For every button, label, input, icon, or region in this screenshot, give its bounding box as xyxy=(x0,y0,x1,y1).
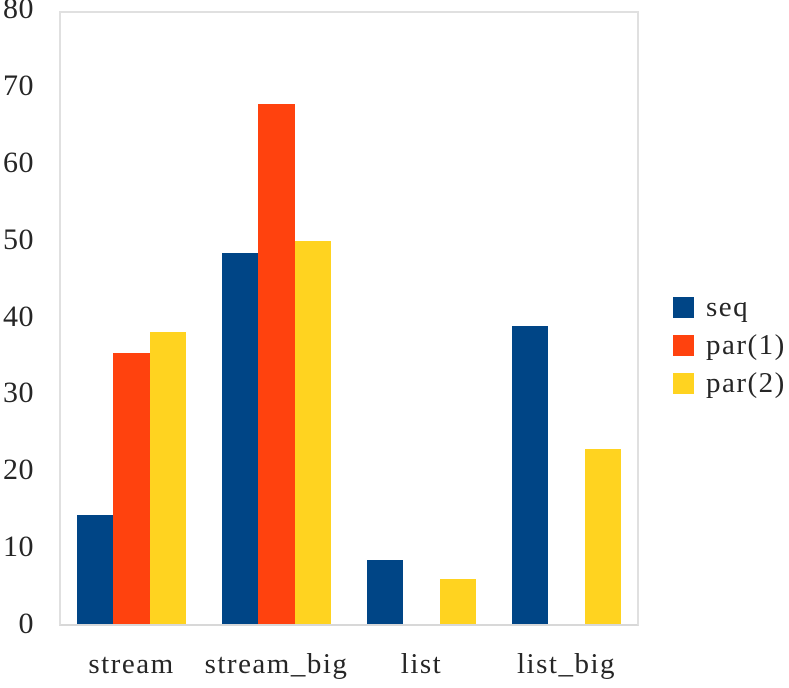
y-tick-label-0: 0 xyxy=(18,607,34,640)
legend-label-par(2): par(2) xyxy=(706,367,786,399)
legend-label-par(1): par(1) xyxy=(706,329,786,361)
y-tick-label-70: 70 xyxy=(3,68,34,102)
x-category-label-list: list xyxy=(400,648,443,680)
bar-seq-stream xyxy=(76,514,114,624)
y-tick-label-40: 40 xyxy=(3,299,34,333)
y-tick-label-50: 50 xyxy=(3,222,34,256)
legend-item-par(1): par(1) xyxy=(673,330,786,360)
x-category-label-stream_big: stream_big xyxy=(204,648,349,680)
legend-swatch-par(2) xyxy=(673,372,694,394)
bar-par(2)-list xyxy=(439,579,477,624)
legend-item-seq: seq xyxy=(673,292,786,322)
legend: seq par(1) par(2) xyxy=(673,292,786,406)
plot-area xyxy=(59,11,639,626)
legend-swatch-par(1) xyxy=(673,334,694,356)
y-tick-label-30: 30 xyxy=(3,376,34,410)
bar-seq-list_big xyxy=(511,325,549,624)
x-category-label-stream: stream xyxy=(88,648,175,680)
legend-swatch-seq xyxy=(673,296,694,318)
y-tick-label-20: 20 xyxy=(3,453,34,487)
legend-item-par(2): par(2) xyxy=(673,368,786,398)
y-tick-label-10: 10 xyxy=(3,530,34,564)
bar-par(1)-stream_big xyxy=(258,103,295,624)
bar-par(2)-stream xyxy=(149,331,187,624)
bar-par(1)-stream xyxy=(113,352,150,624)
y-tick-label-60: 60 xyxy=(3,145,34,179)
legend-label-seq: seq xyxy=(706,291,750,323)
bar-seq-list xyxy=(366,560,404,624)
bar-par(2)-stream_big xyxy=(294,241,332,624)
x-category-label-list_big: list_big xyxy=(516,648,616,680)
bar-seq-stream_big xyxy=(221,253,259,624)
bar-par(2)-list_big xyxy=(584,448,622,624)
y-tick-label-80: 80 xyxy=(3,0,34,25)
